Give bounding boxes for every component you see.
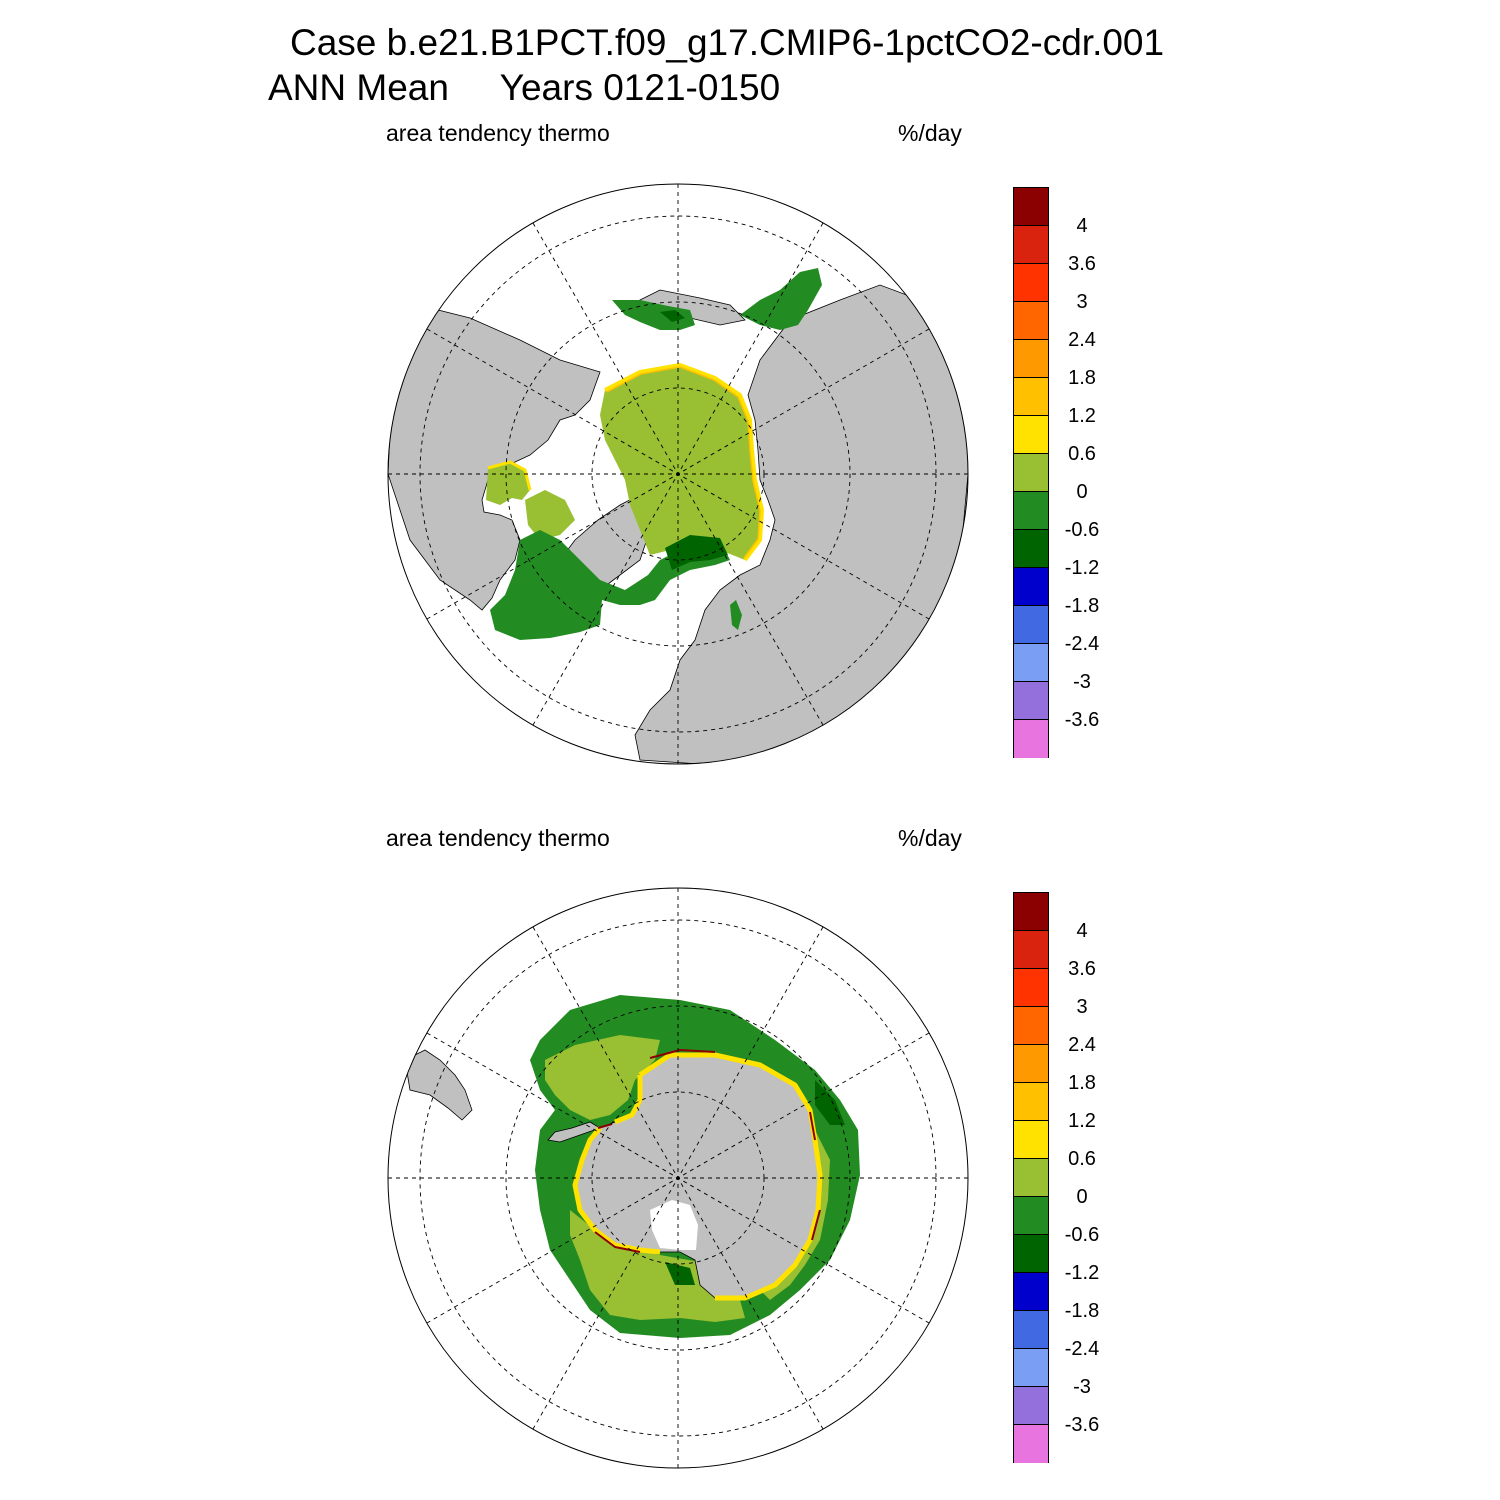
nh-ice-edge-arctic-inner [606,366,761,559]
nh-colorbar-label: 0 [1076,481,1088,503]
nh-colorbar-label: -3 [1073,671,1091,693]
nh-colorbar-swatch [1013,681,1049,720]
nh-colorbar-swatch [1013,643,1049,682]
figure-title-period: ANN Mean Years 0121-0150 [268,67,781,108]
nh-colorbar-label: -2.4 [1064,633,1100,655]
sh-colorbar-swatch [1013,1120,1049,1159]
nh-map-border [387,183,969,765]
sh-colorbar-label: 1.8 [1068,1072,1096,1094]
nh-ice-bering-dark [660,310,685,322]
sh-ice-edge-yellow [572,1052,823,1301]
sh-colorbar-label: -1.2 [1064,1262,1100,1284]
nh-ice-edge-hudson [487,460,532,491]
nh-ice-hudson-bay [486,462,530,505]
nh-colorbar-swatch [1013,301,1049,340]
sh-colorbar-label: 1.2 [1068,1110,1096,1132]
sh-colorbar-swatch [1013,1310,1049,1349]
nh-ice-greenland-sea-dark [665,535,728,570]
sh-ice-ross-dark [665,1262,695,1285]
nh-colorbar-swatch [1013,719,1049,758]
nh-colorbar-swatch [1013,377,1049,416]
nh-sea-ice [486,268,822,640]
sh-colorbar-swatch [1013,1158,1049,1197]
nh-colorbar-swatch [1013,605,1049,644]
sh-colorbar-swatch [1013,1082,1049,1121]
nh-units-label: %/day [898,120,962,146]
sh-colorbar-label: 0 [1076,1186,1088,1208]
nh-ice-edge [487,363,764,562]
sh-variable-label: area tendency thermo [386,825,610,851]
sh-land-south-america [404,1049,473,1121]
nh-lat-70 [505,301,851,647]
nh-variable-label: area tendency thermo [386,120,610,146]
sh-colorbar-swatch [1013,1386,1049,1425]
nh-graticule [388,184,968,764]
nh-colorbar-label: -0.6 [1064,519,1100,541]
sh-colorbar-swatch [1013,968,1049,1007]
sh-ice-weddell [545,1035,660,1120]
sh-colorbar-label: 2.4 [1068,1034,1096,1056]
nh-ice-baltic [730,600,742,630]
sh-colorbar-swatch [1013,1272,1049,1311]
nh-ice-baffin [525,490,575,540]
sh-ice-edge-red [594,1049,821,1253]
nh-colorbar-swatch [1013,263,1049,302]
sh-colorbar-swatch [1013,1196,1049,1235]
sh-graticule [388,888,968,1468]
figure-title-case: Case b.e21.B1PCT.f09_g17.CMIP6-1pctCO2-c… [290,22,1165,63]
nh-ice-bering [612,300,695,330]
nh-colorbar-label: -3.6 [1064,709,1100,731]
sh-units-label: %/day [898,825,962,851]
nh-colorbar-swatch [1013,415,1049,454]
sh-colorbar-label: 4 [1076,920,1088,942]
nh-colorbar-swatch [1013,225,1049,264]
nh-colorbar-label: 1.8 [1068,367,1096,389]
nh-colorbar-swatch [1013,187,1049,226]
nh-ice-central-arctic [600,365,762,560]
sh-polar-map [388,888,968,1468]
nh-colorbar-label: 3.6 [1068,253,1096,275]
sh-colorbar-swatch [1013,1234,1049,1273]
sh-map-border [387,887,969,1469]
nh-colorbar-label: 3 [1076,291,1088,313]
sh-colorbar-label: -2.4 [1064,1338,1100,1360]
nh-ice-okhotsk [740,268,822,330]
nh-colorbar-swatch [1013,567,1049,606]
nh-colorbar-label: 4 [1076,215,1088,237]
nh-colorbar-swatch [1013,491,1049,530]
nh-colorbar-label: 0.6 [1068,443,1096,465]
sh-colorbar-label: -1.8 [1064,1300,1100,1322]
sh-ice-edge [572,1049,823,1301]
sh-colorbar-label: -3 [1073,1376,1091,1398]
nh-colorbar-label: -1.2 [1064,557,1100,579]
sh-ross-ice-shelf [650,1200,698,1250]
sh-colorbar-swatch [1013,1348,1049,1387]
sh-colorbar-label: -0.6 [1064,1224,1100,1246]
sh-ice-ross [570,1210,745,1322]
nh-meridian-120 [426,328,930,620]
sh-colorbar-label: -3.6 [1064,1414,1100,1436]
sh-ice-east-dark [815,1080,845,1125]
sh-colorbar-label: 3 [1076,996,1088,1018]
sh-colorbar-label: 3.6 [1068,958,1096,980]
sh-land-peninsula [547,1121,601,1143]
sh-colorbar-swatch [1013,1044,1049,1083]
nh-colorbar-swatch [1013,529,1049,568]
nh-colorbar-label: 1.2 [1068,405,1096,427]
nh-colorbar-swatch [1013,453,1049,492]
sh-meridian-120 [426,1032,930,1324]
nh-polar-map [388,184,968,764]
sh-colorbar-swatch [1013,930,1049,969]
sh-lat-70 [505,1005,851,1351]
sh-colorbar-swatch [1013,1424,1049,1463]
sh-colorbar-swatch [1013,892,1049,931]
nh-colorbar-label: -1.8 [1064,595,1100,617]
nh-ice-edge-arctic [604,363,764,562]
nh-colorbar-label: 2.4 [1068,329,1096,351]
nh-colorbar-swatch [1013,339,1049,378]
sh-colorbar-label: 0.6 [1068,1148,1096,1170]
sh-colorbar-swatch [1013,1006,1049,1045]
